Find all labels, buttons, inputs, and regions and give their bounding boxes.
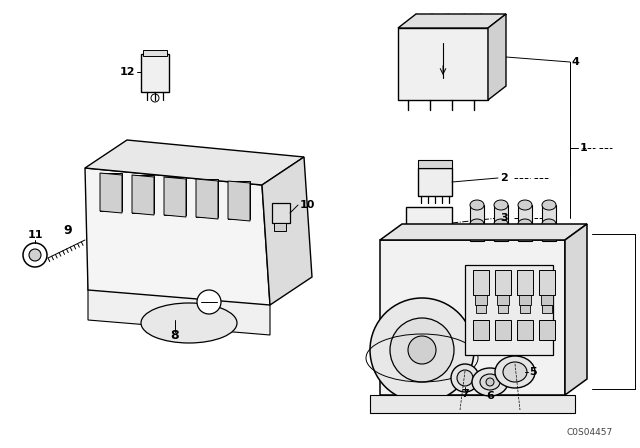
Ellipse shape: [514, 227, 528, 237]
Bar: [370, 395, 575, 413]
Bar: [542, 205, 556, 241]
Bar: [406, 207, 452, 239]
Ellipse shape: [518, 219, 532, 229]
Ellipse shape: [480, 374, 500, 390]
Polygon shape: [380, 240, 565, 395]
Bar: [418, 168, 452, 196]
Text: 5: 5: [529, 367, 536, 377]
Text: 8: 8: [171, 328, 179, 341]
Bar: [520, 305, 530, 313]
Polygon shape: [565, 224, 587, 395]
Polygon shape: [132, 175, 154, 215]
Bar: [519, 295, 531, 305]
Ellipse shape: [197, 290, 221, 314]
Ellipse shape: [494, 200, 508, 210]
Text: 3: 3: [500, 213, 508, 223]
Ellipse shape: [408, 336, 436, 364]
Polygon shape: [164, 177, 186, 217]
Bar: [228, 181, 250, 219]
Ellipse shape: [23, 243, 47, 267]
Ellipse shape: [542, 227, 556, 237]
Bar: [498, 305, 508, 313]
Bar: [141, 54, 169, 92]
Ellipse shape: [390, 318, 454, 382]
Polygon shape: [488, 14, 506, 100]
Bar: [473, 320, 489, 340]
Bar: [143, 50, 167, 56]
Ellipse shape: [457, 370, 473, 386]
Bar: [272, 203, 290, 223]
Polygon shape: [85, 140, 304, 185]
Bar: [495, 270, 511, 295]
Bar: [518, 205, 532, 241]
Ellipse shape: [494, 219, 508, 229]
Ellipse shape: [542, 200, 556, 210]
Bar: [274, 223, 286, 231]
Ellipse shape: [451, 364, 479, 392]
Bar: [132, 175, 154, 213]
Ellipse shape: [29, 249, 41, 261]
Ellipse shape: [458, 227, 472, 237]
Ellipse shape: [402, 227, 416, 237]
Text: 11: 11: [28, 230, 43, 240]
Text: 9: 9: [64, 224, 72, 237]
Bar: [100, 173, 122, 211]
Bar: [539, 270, 555, 295]
Ellipse shape: [518, 200, 532, 210]
Bar: [470, 205, 484, 241]
Polygon shape: [85, 168, 270, 305]
Text: 6: 6: [486, 391, 494, 401]
Text: 1: 1: [580, 143, 588, 153]
Bar: [517, 320, 533, 340]
Ellipse shape: [141, 303, 237, 343]
Text: 4: 4: [572, 57, 580, 67]
Polygon shape: [88, 280, 270, 335]
Bar: [196, 179, 218, 217]
Text: C0S04457: C0S04457: [567, 427, 613, 436]
Bar: [476, 305, 486, 313]
Text: 12: 12: [120, 67, 135, 77]
Bar: [494, 205, 508, 241]
Text: 7: 7: [461, 389, 469, 399]
Polygon shape: [100, 173, 122, 213]
Ellipse shape: [430, 227, 444, 237]
Polygon shape: [262, 157, 312, 305]
Ellipse shape: [486, 378, 494, 386]
Polygon shape: [380, 224, 587, 240]
Text: 2: 2: [500, 173, 508, 183]
Polygon shape: [375, 382, 570, 410]
Ellipse shape: [470, 219, 484, 229]
Ellipse shape: [503, 362, 527, 382]
Polygon shape: [228, 181, 250, 221]
Polygon shape: [196, 179, 218, 219]
Bar: [517, 270, 533, 295]
Bar: [164, 177, 186, 215]
Bar: [539, 320, 555, 340]
Bar: [497, 295, 509, 305]
Bar: [495, 320, 511, 340]
Text: 10: 10: [300, 200, 316, 210]
Bar: [542, 305, 552, 313]
Ellipse shape: [486, 227, 500, 237]
Ellipse shape: [370, 298, 474, 402]
Ellipse shape: [542, 219, 556, 229]
Polygon shape: [398, 14, 506, 28]
Bar: [473, 270, 489, 295]
Bar: [541, 295, 553, 305]
Ellipse shape: [472, 368, 508, 396]
Bar: [418, 160, 452, 168]
Bar: [475, 295, 487, 305]
Ellipse shape: [470, 200, 484, 210]
Polygon shape: [398, 28, 488, 100]
Ellipse shape: [495, 356, 535, 388]
Bar: [465, 265, 553, 355]
